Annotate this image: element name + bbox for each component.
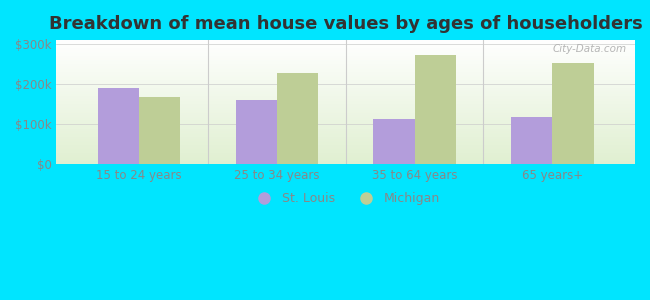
Bar: [552, 63, 593, 164]
Bar: [373, 119, 415, 164]
Bar: [139, 97, 181, 164]
Legend: St. Louis, Michigan: St. Louis, Michigan: [247, 187, 445, 210]
Bar: [277, 73, 318, 164]
Text: City-Data.com: City-Data.com: [552, 44, 627, 54]
Bar: [98, 88, 139, 164]
Bar: [235, 100, 277, 164]
Bar: [415, 55, 456, 164]
Bar: [511, 117, 552, 164]
Title: Breakdown of mean house values by ages of householders: Breakdown of mean house values by ages o…: [49, 15, 643, 33]
